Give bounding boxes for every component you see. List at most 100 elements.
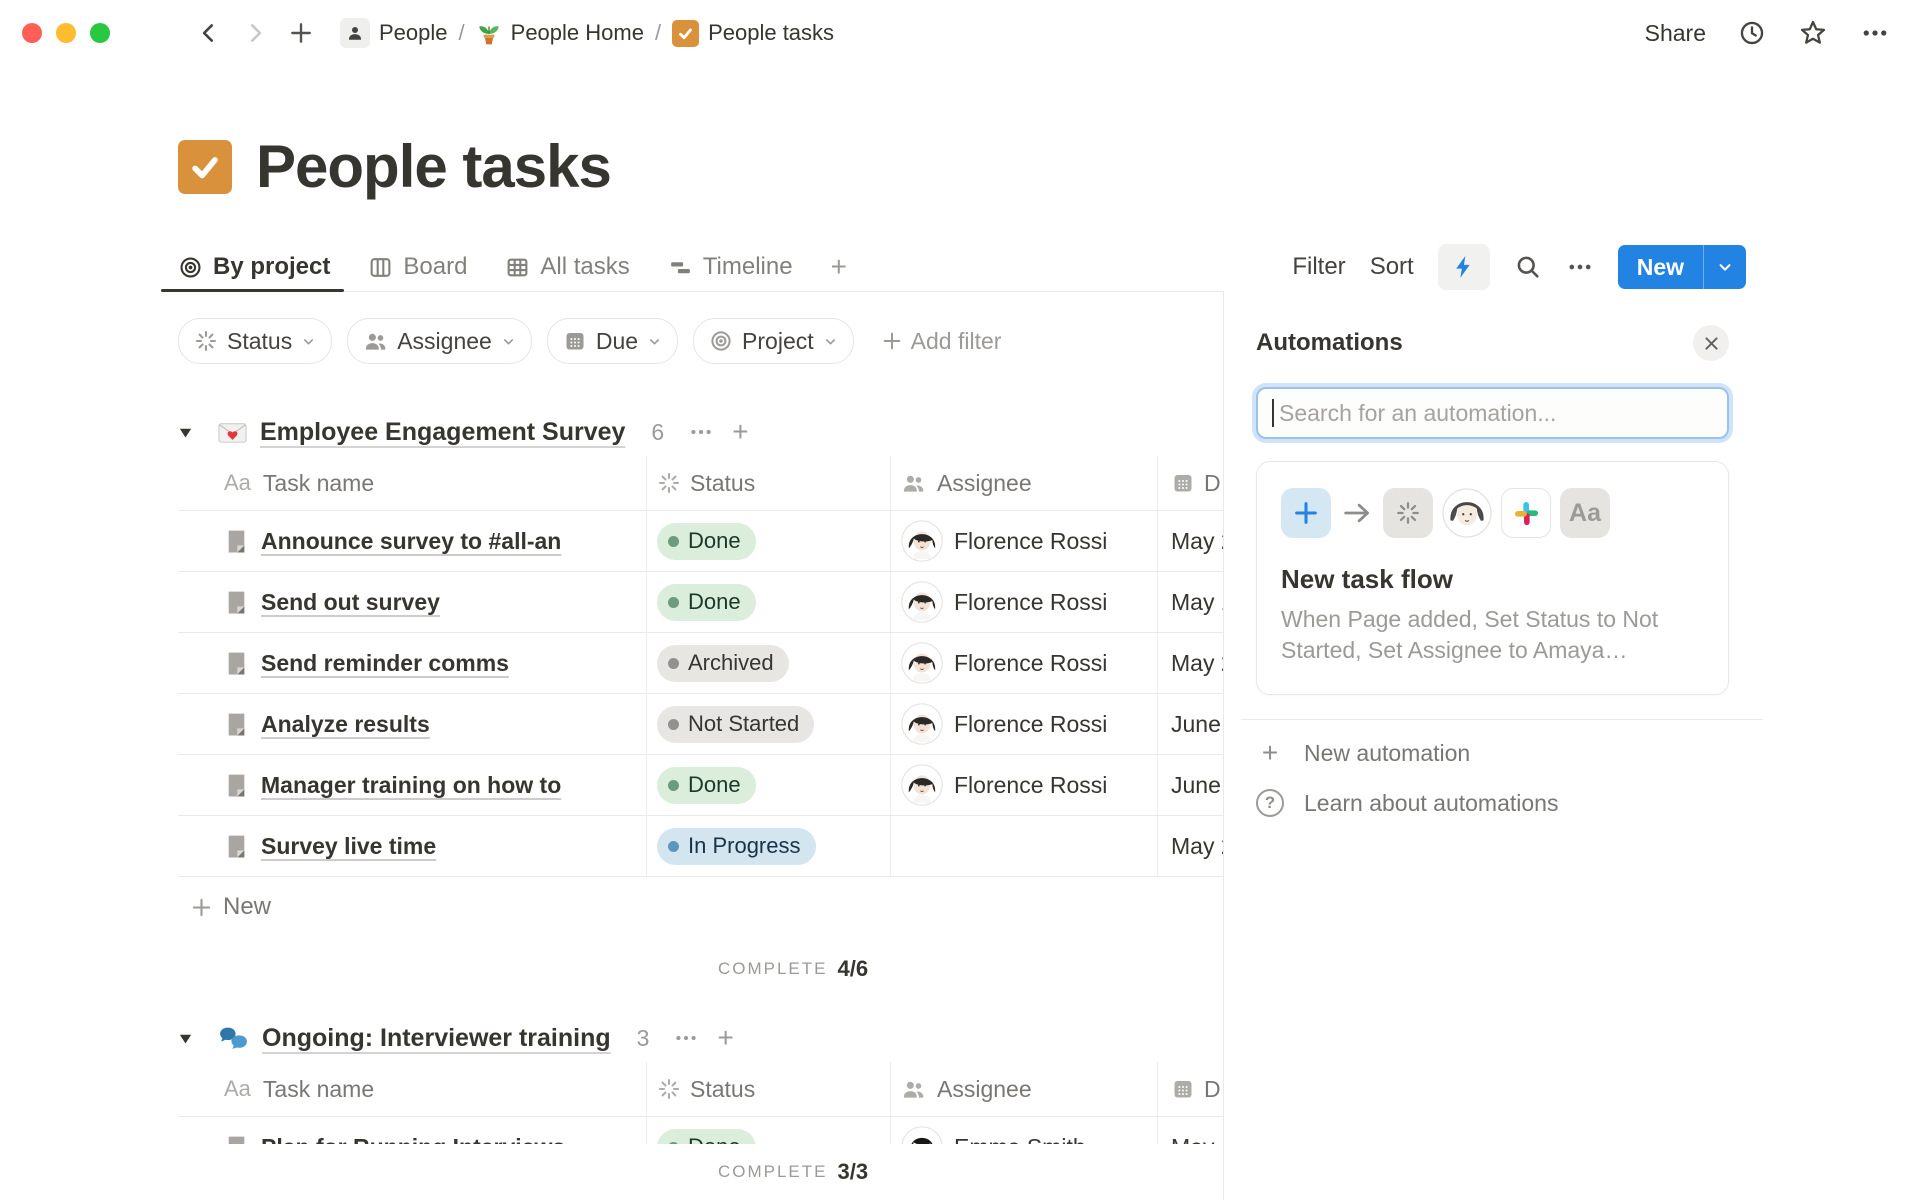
task-title[interactable]: Survey live time — [261, 832, 437, 859]
task-title[interactable]: Send reminder comms — [261, 649, 509, 676]
question-icon: ? — [1256, 789, 1284, 817]
group-count: 3 — [636, 1024, 650, 1051]
page-orange-check-icon[interactable] — [178, 139, 232, 194]
text-type-icon: Aa — [224, 1076, 251, 1101]
share-button[interactable]: Share — [1644, 19, 1706, 46]
task-title[interactable]: Analyze results — [261, 710, 430, 737]
column-due[interactable]: D — [1204, 469, 1221, 496]
filter-chip-status[interactable]: Status — [178, 318, 333, 364]
view-toolbar: Filter Sort New — [1292, 243, 1746, 291]
group2-complete-summary: COMPLETE 3/3 — [178, 1144, 1408, 1200]
people-icon — [903, 1081, 924, 1098]
updates-clock-icon[interactable] — [1738, 19, 1766, 47]
filter-bar: Status Assignee Due Project Add filter — [178, 318, 1001, 364]
table-row[interactable]: Send reminder comms Archived Florence Ro… — [178, 633, 1408, 694]
automation-search-box[interactable] — [1256, 387, 1729, 439]
status-badge[interactable]: Archived — [657, 644, 789, 682]
filter-chip-project[interactable]: Project — [693, 318, 854, 364]
new-automation-button[interactable]: + New automation — [1256, 728, 1729, 778]
due-date: June — [1171, 771, 1221, 798]
collapse-triangle-icon[interactable] — [178, 425, 193, 440]
collapse-triangle-icon[interactable] — [178, 1031, 193, 1046]
automations-title: Automations — [1256, 329, 1403, 356]
column-due[interactable]: D — [1204, 1075, 1221, 1102]
table-header: Aa Task name Status Assignee D — [178, 1062, 1408, 1117]
automations-lightning-icon[interactable] — [1437, 244, 1490, 290]
status-badge[interactable]: Done — [657, 766, 756, 804]
add-filter-button[interactable]: Add filter — [881, 328, 1001, 355]
assignee-empty[interactable] — [891, 816, 1158, 876]
status-badge[interactable]: Done — [657, 583, 756, 621]
automations-panel: Automations — [1223, 291, 1920, 1200]
potted-plant-icon — [476, 20, 502, 46]
task-title[interactable]: Manager training on how to — [261, 771, 562, 798]
assignee-name: Florence Rossi — [954, 527, 1108, 554]
column-assignee[interactable]: Assignee — [937, 1075, 1032, 1102]
group-add-icon[interactable]: + — [732, 416, 749, 447]
favorite-star-icon[interactable] — [1798, 18, 1828, 48]
automation-card-description: When Page added, Set Status to Not Start… — [1281, 606, 1659, 663]
tab-all-tasks[interactable]: All tasks — [505, 243, 630, 291]
column-assignee[interactable]: Assignee — [937, 469, 1032, 496]
more-options-icon[interactable] — [1860, 18, 1890, 48]
group-complete-summary: COMPLETE 4/6 — [717, 956, 869, 981]
filter-chip-assignee[interactable]: Assignee — [347, 318, 532, 364]
filter-button[interactable]: Filter — [1292, 253, 1346, 280]
task-title[interactable]: Send out survey — [261, 588, 440, 615]
plus-icon — [883, 332, 900, 350]
learn-about-automations-link[interactable]: ? Learn about automations — [1256, 778, 1729, 828]
assignee-name: Florence Rossi — [954, 649, 1108, 676]
back-icon[interactable] — [196, 20, 222, 46]
minimize-window-button[interactable] — [56, 23, 76, 43]
new-dropdown-icon[interactable] — [1704, 245, 1746, 289]
column-status[interactable]: Status — [690, 469, 756, 496]
automation-template-card[interactable]: Aa New task flow When Page added, Set St… — [1256, 461, 1729, 695]
view-options-icon[interactable] — [1566, 253, 1594, 281]
close-window-button[interactable] — [22, 23, 42, 43]
status-badge[interactable]: Done — [657, 522, 756, 560]
column-task-name[interactable]: Task name — [262, 469, 375, 496]
panel-divider — [1241, 719, 1763, 720]
table-row[interactable]: Analyze results Not Started Florence Ros… — [178, 694, 1408, 755]
group-count: 6 — [651, 418, 665, 445]
breadcrumb-people-home[interactable]: People Home — [476, 20, 644, 46]
tab-board[interactable]: Board — [368, 243, 467, 291]
group-title[interactable]: Employee Engagement Survey — [260, 417, 626, 446]
group-title[interactable]: Ongoing: Interviewer training — [262, 1023, 611, 1052]
add-view-icon[interactable]: + — [830, 251, 847, 282]
new-page-icon[interactable] — [288, 20, 314, 46]
new-row-button[interactable]: New — [178, 877, 1408, 937]
sidebar-menu-icon[interactable] — [150, 24, 176, 43]
table-row[interactable]: Announce survey to #all-an Done Florence… — [178, 511, 1408, 572]
table-row[interactable]: Manager training on how to Done Florence… — [178, 755, 1408, 816]
status-badge[interactable]: Not Started — [657, 705, 815, 743]
tab-by-project[interactable]: By project — [160, 243, 345, 292]
column-task-name[interactable]: Task name — [262, 1075, 375, 1102]
group-add-icon[interactable]: + — [717, 1022, 734, 1053]
plus-icon — [192, 898, 211, 916]
view-tabs: By project Board All tasks Timeline + — [160, 243, 1746, 292]
breadcrumb-people[interactable]: People — [340, 18, 448, 48]
search-icon[interactable] — [1514, 253, 1542, 281]
group-options-icon[interactable] — [673, 1025, 699, 1051]
sort-button[interactable]: Sort — [1369, 253, 1414, 280]
close-icon[interactable] — [1693, 325, 1729, 361]
forward-icon[interactable] — [242, 20, 268, 46]
group-options-icon[interactable] — [688, 419, 714, 445]
people-icon — [903, 475, 924, 492]
automation-search-input[interactable] — [1277, 398, 1713, 428]
table-header: Aa Task name Status Assignee D — [178, 456, 1408, 511]
tab-timeline[interactable]: Timeline — [668, 243, 793, 291]
avatar-florence — [901, 642, 943, 684]
column-status[interactable]: Status — [690, 1075, 756, 1102]
breadcrumb-people-tasks[interactable]: People tasks — [672, 19, 834, 47]
filter-chip-due[interactable]: Due — [546, 318, 679, 364]
zoom-window-button[interactable] — [90, 23, 110, 43]
status-badge[interactable]: In Progress — [657, 827, 816, 865]
task-title[interactable]: Announce survey to #all-an — [261, 527, 562, 554]
new-button[interactable]: New — [1617, 245, 1746, 289]
table-row[interactable]: Send out survey Done Florence Rossi May … — [178, 572, 1408, 633]
page-icon — [228, 591, 245, 613]
breadcrumb-separator: / — [458, 20, 465, 45]
